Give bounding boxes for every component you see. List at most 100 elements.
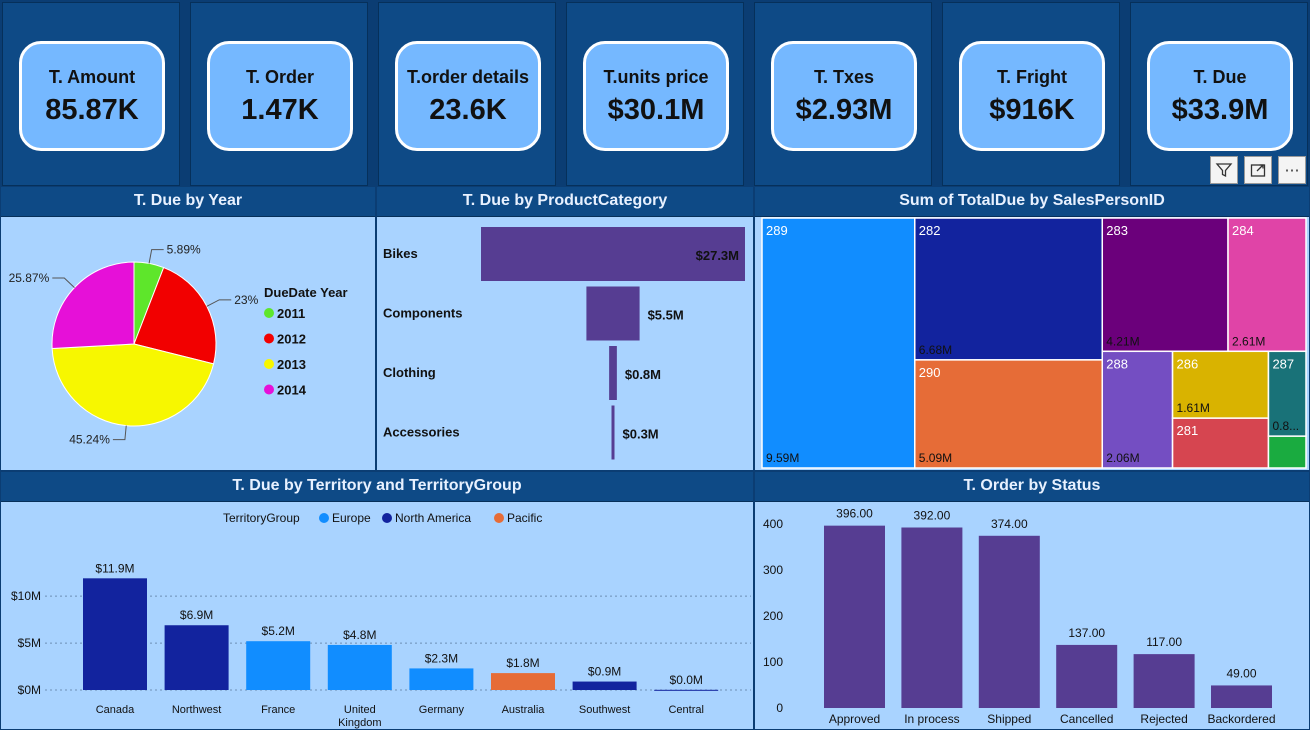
kpi-label: T. Due [1193, 67, 1247, 87]
treemap-cell-value: 9.59M [766, 451, 799, 465]
kpi-value: 23.6K [429, 94, 507, 126]
category-bar [586, 286, 640, 341]
status-data-label: 49.00 [1226, 666, 1256, 680]
status-data-label: 392.00 [914, 508, 951, 522]
status-category-label: Approved [829, 712, 880, 726]
status-ytick-label: 0 [776, 701, 783, 715]
territory-category-label: United [344, 704, 376, 716]
kpi-tile-units-price[interactable]: T.units price $30.1M [566, 2, 744, 186]
kpi-tile-freight[interactable]: T. Fright $916K [942, 2, 1120, 186]
visual-toolbar: ⋯ [1210, 156, 1306, 184]
panel-title: T. Due by Territory and TerritoryGroup [1, 472, 753, 502]
treemap-panel[interactable]: Sum of TotalDue by SalesPersonID 289 9.59… [754, 186, 1310, 471]
kpi-value: $2.93M [795, 94, 893, 126]
status-data-label: 137.00 [1068, 626, 1105, 640]
status-category-label: Backordered [1207, 712, 1275, 726]
kpi-card: T. Order 1.47K [207, 41, 353, 151]
status-panel[interactable]: T. Order by Status 0 100 200 300 400 396.00 Ap… [754, 471, 1310, 730]
treemap-cell-id: 287 [1272, 356, 1294, 371]
territory-legend-marker [382, 513, 392, 523]
pie-leader-line [148, 249, 164, 264]
treemap-cell-value: 5.09M [919, 451, 952, 465]
kpi-value: 1.47K [241, 94, 319, 126]
pie-slice [51, 261, 135, 350]
category-data-label: $27.3M [696, 248, 739, 263]
panel-title: T. Due by ProductCategory [377, 187, 753, 217]
kpi-tile-order[interactable]: T. Order 1.47K [190, 2, 368, 186]
territory-bar [327, 644, 392, 690]
treemap-cell-id: 288 [1106, 356, 1128, 371]
category-bar [611, 405, 615, 460]
kpi-card: T. Fright $916K [959, 41, 1105, 151]
pie-legend-marker [264, 333, 274, 344]
territory-bar [491, 673, 555, 690]
territory-bar [572, 681, 637, 690]
pie-chart: 5.89% 23% 45.24% 25.87% DueDate Year 2011 2012… [9, 243, 348, 447]
status-bar [901, 527, 963, 708]
treemap-cell [1267, 350, 1307, 437]
territory-panel[interactable]: T. Due by Territory and TerritoryGroup T… [0, 471, 754, 730]
territory-bar [246, 641, 311, 690]
panel-title: T. Order by Status [755, 472, 1309, 502]
pie-panel[interactable]: T. Due by Year 5.89% 23% 45.24% 25.87% DueDa… [0, 186, 376, 471]
status-bar [1056, 644, 1118, 708]
focus-mode-button[interactable] [1244, 156, 1272, 184]
category-chart: Bikes $27.3M Components $5.5M Clothing $0.8M A… [383, 227, 745, 460]
status-ytick-label: 400 [763, 517, 783, 531]
territory-category-label: Germany [419, 704, 465, 716]
territory-ytick-label: $5M [18, 636, 41, 650]
treemap-cell-value: 1.61M [1177, 401, 1210, 415]
territory-legend-label: Europe [332, 511, 371, 525]
territory-category-label: Kingdom [338, 717, 381, 729]
pie-legend-label: 2012 [277, 332, 306, 347]
treemap-cell [1267, 435, 1307, 469]
filter-button[interactable] [1210, 156, 1238, 184]
category-data-label: $5.5M [648, 308, 684, 323]
status-data-label: 117.00 [1146, 635, 1182, 649]
treemap-chart: 289 9.59M 282 6.68M 290 5.09M 283 4.21M 284 2.61M… [761, 217, 1307, 469]
territory-bar [654, 689, 719, 691]
treemap-cell-id: 289 [766, 223, 788, 238]
kpi-value: $33.9M [1171, 94, 1269, 126]
category-label: Components [383, 306, 462, 321]
category-data-label: $0.8M [625, 367, 661, 382]
status-bar [978, 535, 1040, 708]
pie-data-label: 45.24% [69, 433, 110, 447]
more-options-button[interactable]: ⋯ [1278, 156, 1306, 184]
treemap-cell-value: 0.8... [1272, 419, 1299, 433]
treemap-cell-id: 286 [1177, 356, 1199, 371]
status-category-label: Shipped [987, 712, 1031, 726]
pie-legend-label: 2013 [277, 357, 306, 372]
treemap-cell [914, 359, 1104, 469]
pie-legend-marker [264, 359, 274, 369]
category-panel[interactable]: T. Due by ProductCategory Bikes $27.3M Com… [376, 186, 754, 471]
kpi-tile-taxes[interactable]: T. Txes $2.93M [754, 2, 932, 186]
kpi-tile-due[interactable]: T. Due $33.9M [1130, 2, 1308, 186]
territory-chart: TerritoryGroup Europe North America Pacific… [11, 511, 751, 729]
pie-data-label: 25.87% [9, 271, 50, 285]
territory-legend-marker [319, 513, 329, 523]
treemap-cell [761, 217, 916, 469]
kpi-label: T.units price [603, 67, 709, 87]
kpi-card: T. Amount 85.87K [19, 41, 165, 151]
status-category-label: Rejected [1140, 712, 1187, 726]
kpi-card: T. Txes $2.93M [771, 41, 917, 151]
treemap-cell [1171, 417, 1270, 469]
pie-legend-label: 2014 [277, 383, 307, 398]
kpi-tile-order-details[interactable]: T.order details 23.6K [378, 2, 556, 186]
pie-leader-line [206, 299, 232, 307]
territory-legend-label: Pacific [507, 511, 542, 525]
pie-leader-line [112, 425, 127, 441]
kpi-value: $916K [989, 94, 1075, 126]
territory-category-label: Australia [502, 704, 546, 716]
status-bar [1211, 685, 1272, 708]
kpi-tile-amount[interactable]: T. Amount 85.87K [2, 2, 180, 186]
more-options-icon: ⋯ [1284, 162, 1300, 179]
territory-bar [83, 578, 147, 690]
kpi-value: 85.87K [45, 94, 139, 126]
treemap-cell-value: 4.21M [1106, 334, 1139, 348]
territory-legend-marker [494, 513, 504, 523]
status-chart: 0 100 200 300 400 396.00 Approved 392.00 In proc… [763, 507, 1276, 726]
status-data-label: 396.00 [836, 507, 873, 521]
territory-category-label: Southwest [579, 704, 630, 716]
